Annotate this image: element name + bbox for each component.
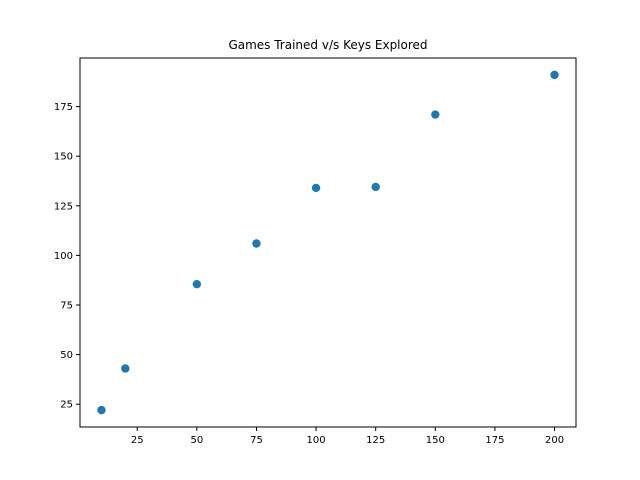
x-tick-label: 175 (485, 435, 504, 446)
x-tick-label: 75 (250, 435, 263, 446)
x-tick-label: 150 (426, 435, 445, 446)
y-tick-label: 100 (54, 251, 73, 262)
data-point (431, 110, 440, 119)
data-point (121, 364, 130, 373)
data-points (97, 70, 559, 415)
plot-area-frame (79, 57, 577, 428)
data-point (252, 239, 261, 248)
x-tick-label: 25 (131, 435, 144, 446)
data-point (192, 279, 202, 289)
x-tick-label: 125 (366, 435, 385, 446)
data-point (97, 405, 106, 415)
y-tick-label: 150 (54, 152, 73, 163)
x-tick-label: 50 (190, 435, 203, 446)
y-tick-label: 75 (60, 300, 73, 311)
data-point (311, 183, 321, 193)
y-tick-label: 25 (60, 400, 73, 411)
data-point (550, 70, 559, 80)
y-axis: 25 50 75 100 125 150 175 (54, 102, 80, 411)
data-point (371, 182, 380, 192)
y-tick-label: 175 (54, 102, 73, 113)
y-tick-label: 125 (54, 201, 73, 212)
x-tick-label: 100 (307, 435, 326, 446)
x-axis: 25 50 75 100 125 150 175 200 (131, 427, 564, 446)
y-tick-label: 50 (60, 350, 73, 361)
x-tick-label: 200 (545, 435, 564, 446)
chart-title: Games Trained v/s Keys Explored (228, 38, 427, 52)
